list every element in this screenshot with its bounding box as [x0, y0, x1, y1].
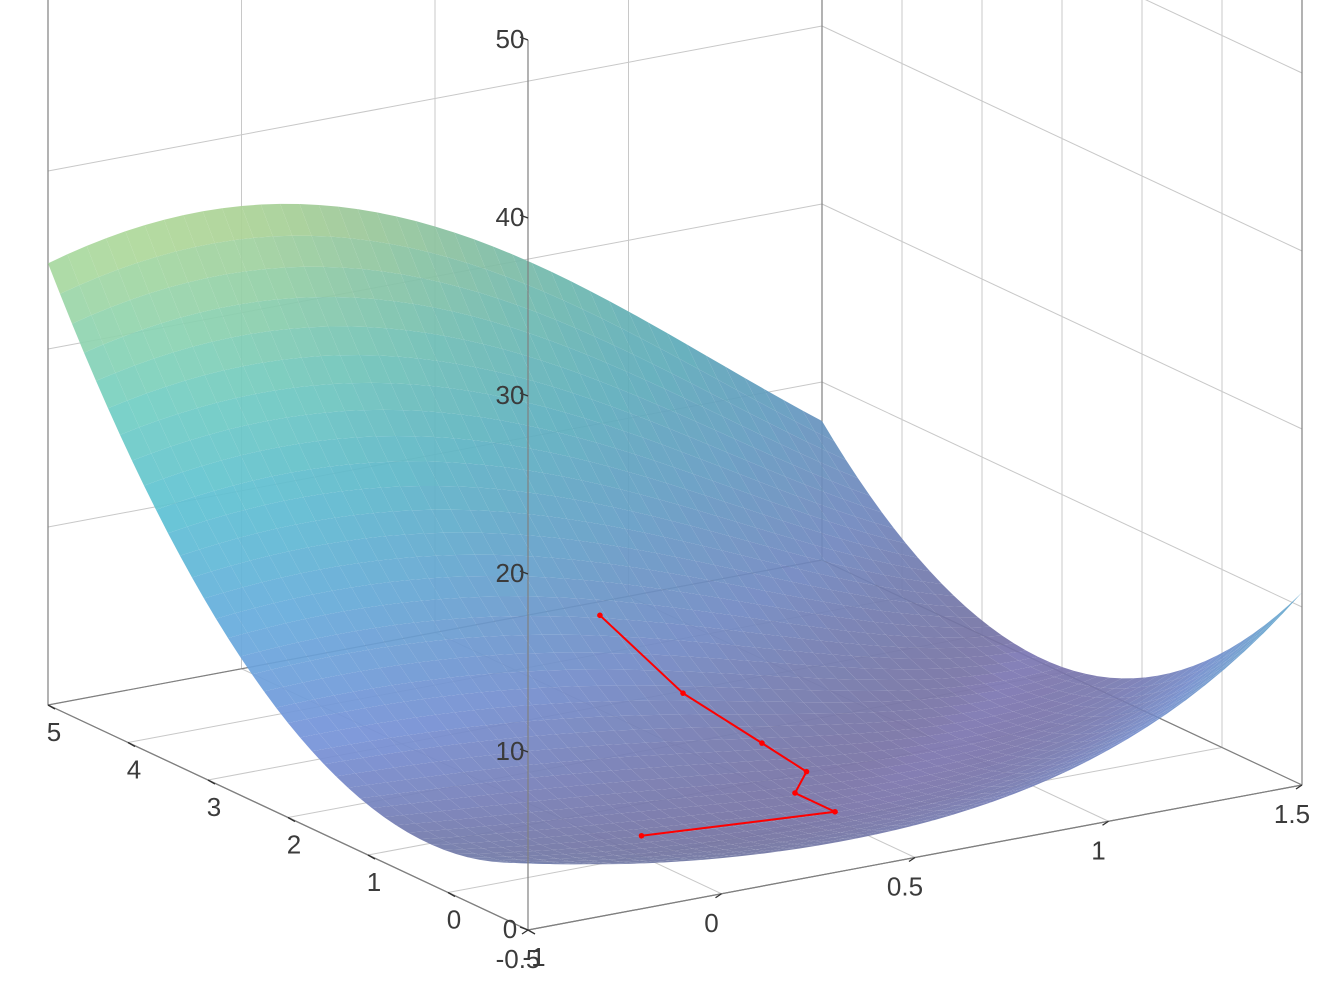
y-tick-label: -1: [522, 942, 545, 972]
x-tick-label: 0: [704, 908, 718, 938]
y-tick-label: 5: [47, 717, 61, 747]
z-tick-label: 0: [503, 914, 517, 944]
x-tick-label: 0.5: [887, 872, 923, 902]
z-tick-label: 40: [496, 202, 525, 232]
y-tick-label: 1: [367, 867, 381, 897]
z-tick-label: 50: [496, 24, 525, 54]
z-tick-label: 30: [496, 380, 525, 410]
y-tick-label: 3: [207, 792, 221, 822]
y-tick-label: 2: [287, 830, 301, 860]
surface-3d-plot: -0.500.511.5-101234501020304050: [0, 0, 1331, 995]
x-tick-label: 1.5: [1274, 799, 1310, 829]
x-tick-label: 1: [1091, 835, 1105, 865]
z-tick-label: 20: [496, 558, 525, 588]
y-tick-label: 0: [447, 905, 461, 935]
z-tick-label: 10: [496, 736, 525, 766]
y-tick-label: 4: [127, 755, 141, 785]
